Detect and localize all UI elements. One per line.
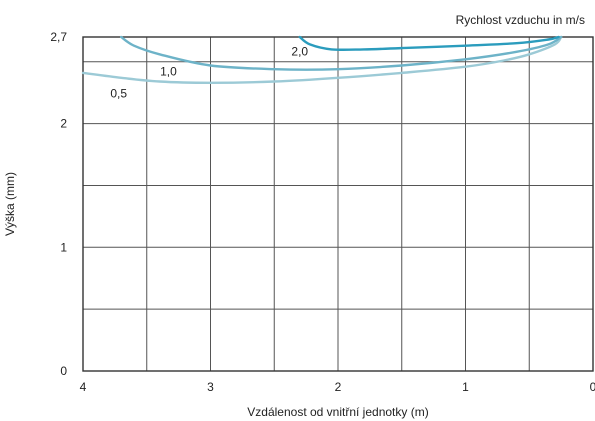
series-line xyxy=(81,35,563,85)
x-tick-label: 4 xyxy=(80,380,87,394)
y-tick-label: 0 xyxy=(60,364,67,378)
series-label: 1,0 xyxy=(160,64,177,78)
grid xyxy=(82,36,594,372)
plot-frame xyxy=(82,36,594,372)
x-tick-label: 2 xyxy=(335,380,342,394)
x-tick-label: 3 xyxy=(207,380,214,394)
y-tick-label: 1 xyxy=(60,240,67,254)
x-tick-label: 1 xyxy=(462,380,469,394)
y-tick-label: 2 xyxy=(60,117,67,131)
series-line xyxy=(120,35,563,71)
x-axis-label: Vzdálenost od vnitřní jednotky (m) xyxy=(247,405,428,419)
y-axis-label: Výška (mm) xyxy=(3,172,17,236)
series-label: 0,5 xyxy=(110,87,127,101)
x-tick-label: 0 xyxy=(590,380,595,394)
series-label: 2,0 xyxy=(291,45,308,59)
y-tick-label: 2,7 xyxy=(50,30,67,44)
chart-subtitle: Rychlost vzduchu in m/s xyxy=(456,13,585,27)
tick-labels: 4 3 2 1 0 0 1 2 2,7 xyxy=(50,30,595,394)
series-line xyxy=(298,35,560,52)
series-layer: 0,5 1,0 2,0 xyxy=(81,35,563,101)
